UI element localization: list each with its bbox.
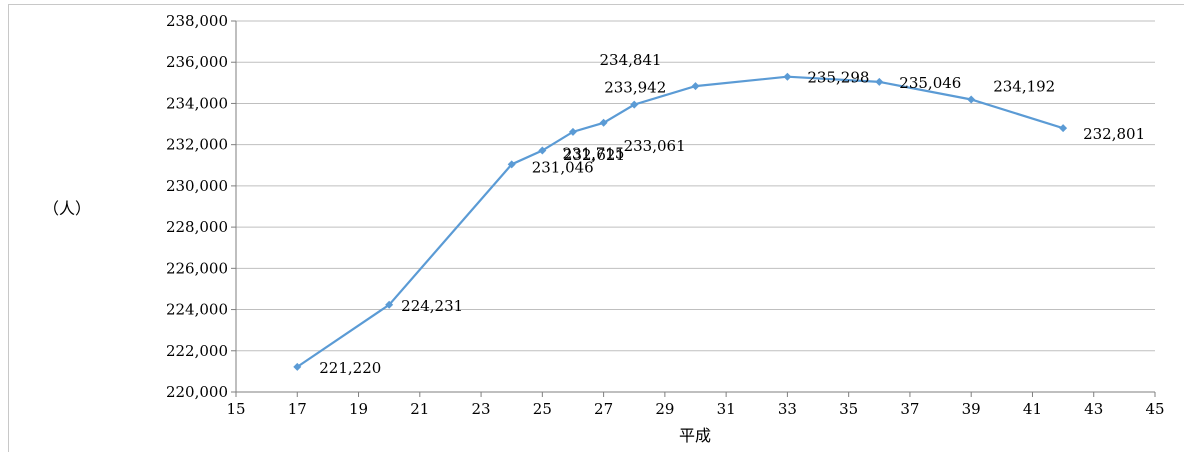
x-tick-label: 15 <box>226 400 245 418</box>
x-tick-label: 31 <box>717 400 736 418</box>
data-label: 221,220 <box>319 359 381 377</box>
data-label: 234,192 <box>993 77 1055 95</box>
x-tick-label: 21 <box>410 400 429 418</box>
y-tick-label: 230,000 <box>166 177 228 195</box>
gridlines <box>236 20 1155 352</box>
x-tick-label: 29 <box>655 400 674 418</box>
data-labels: 221,220 224,231 231,046231,715232,621233,0… <box>319 51 1145 377</box>
series-lines <box>296 75 1064 368</box>
x-axis-label: 平成 <box>679 426 711 445</box>
data-point-marker <box>507 160 516 169</box>
data-point-marker <box>538 146 547 155</box>
data-point-marker <box>875 77 884 86</box>
data-point-marker <box>293 362 302 371</box>
x-tick-label: 25 <box>533 400 552 418</box>
data-point-marker <box>630 100 639 109</box>
data-label: 233,061 <box>624 137 686 155</box>
data-point-marker <box>385 300 394 309</box>
y-tick-label: 220,000 <box>166 383 228 401</box>
data-point-marker <box>783 72 792 81</box>
x-tick-label: 43 <box>1084 400 1103 418</box>
y-axis-ticks: 220,000 222,000 224,000 226,000 228,000 230,0… <box>166 12 236 401</box>
x-axis-ticks: 15 17 19 21 23 25 27 29 31 33 35 37 39 41 43 45 <box>226 392 1165 418</box>
y-tick-label: 236,000 <box>166 53 228 71</box>
data-point-marker <box>967 95 976 104</box>
data-label: 235,046 <box>899 74 961 92</box>
x-tick-label: 23 <box>472 400 491 418</box>
series-line <box>296 75 1064 368</box>
y-axis-label: （人） <box>43 199 91 218</box>
y-tick-label: 234,000 <box>166 94 228 112</box>
data-point-marker <box>599 118 608 127</box>
data-label: 234,841 <box>600 51 662 69</box>
y-tick-label: 224,000 <box>166 301 228 319</box>
x-tick-label: 19 <box>349 400 368 418</box>
chart-frame <box>8 4 1184 452</box>
data-point-marker <box>1059 124 1068 133</box>
x-tick-label: 17 <box>288 400 307 418</box>
x-tick-label: 27 <box>594 400 613 418</box>
series-markers <box>293 72 1068 371</box>
axes <box>235 21 1155 393</box>
x-tick-label: 39 <box>962 400 981 418</box>
data-label: 231,715 <box>562 145 624 163</box>
data-point-marker <box>691 82 700 91</box>
data-label: 232,621 <box>563 146 625 164</box>
y-tick-label: 226,000 <box>166 259 228 277</box>
x-tick-label: 45 <box>1145 400 1164 418</box>
x-tick-label: 33 <box>778 400 797 418</box>
data-label: 224,231 <box>401 297 463 315</box>
y-tick-label: 228,000 <box>166 218 228 236</box>
data-label: 231,046 <box>532 158 594 176</box>
data-label: 232,801 <box>1083 125 1145 143</box>
x-tick-label: 35 <box>839 400 858 418</box>
y-tick-label: 222,000 <box>166 342 228 360</box>
data-label: 235,298 <box>807 69 869 87</box>
data-point-marker <box>568 127 577 136</box>
y-tick-label: 238,000 <box>166 12 228 30</box>
x-tick-label: 41 <box>1023 400 1042 418</box>
data-label: 233,942 <box>604 79 666 97</box>
x-tick-label: 37 <box>900 400 919 418</box>
y-tick-label: 232,000 <box>166 136 228 154</box>
